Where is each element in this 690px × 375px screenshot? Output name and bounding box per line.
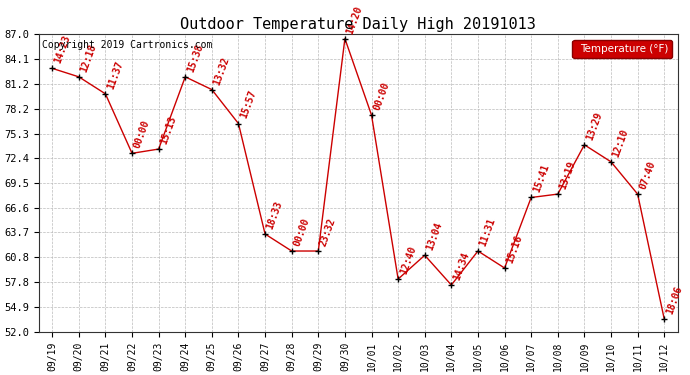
- Text: 15:38: 15:38: [185, 42, 205, 74]
- Text: 13:32: 13:32: [212, 55, 231, 86]
- Text: 00:00: 00:00: [132, 119, 152, 150]
- Text: 14:34: 14:34: [451, 251, 471, 282]
- Text: 14:23: 14:23: [52, 34, 72, 65]
- Text: 13:04: 13:04: [425, 221, 444, 252]
- Text: 15:16: 15:16: [504, 234, 524, 265]
- Text: 12:18: 12:18: [79, 42, 98, 74]
- Legend: Temperature (°F): Temperature (°F): [573, 40, 672, 58]
- Text: 12:40: 12:40: [398, 244, 417, 276]
- Text: 15:41: 15:41: [531, 163, 551, 194]
- Text: 07:40: 07:40: [638, 160, 657, 191]
- Title: Outdoor Temperature Daily High 20191013: Outdoor Temperature Daily High 20191013: [180, 17, 536, 32]
- Text: 00:00: 00:00: [292, 217, 311, 248]
- Text: 18:06: 18:06: [664, 285, 684, 316]
- Text: 11:31: 11:31: [478, 217, 497, 248]
- Text: 15:57: 15:57: [239, 89, 258, 120]
- Text: 15:13: 15:13: [159, 115, 178, 146]
- Text: 14:20: 14:20: [345, 4, 364, 35]
- Text: 12:10: 12:10: [611, 128, 631, 158]
- Text: 13:29: 13:29: [584, 110, 604, 141]
- Text: 11:37: 11:37: [106, 59, 125, 90]
- Text: 18:33: 18:33: [265, 200, 284, 231]
- Text: 13:19: 13:19: [558, 160, 578, 191]
- Text: 00:00: 00:00: [371, 81, 391, 112]
- Text: 23:32: 23:32: [318, 217, 337, 248]
- Text: Copyright 2019 Cartronics.com: Copyright 2019 Cartronics.com: [42, 40, 213, 50]
